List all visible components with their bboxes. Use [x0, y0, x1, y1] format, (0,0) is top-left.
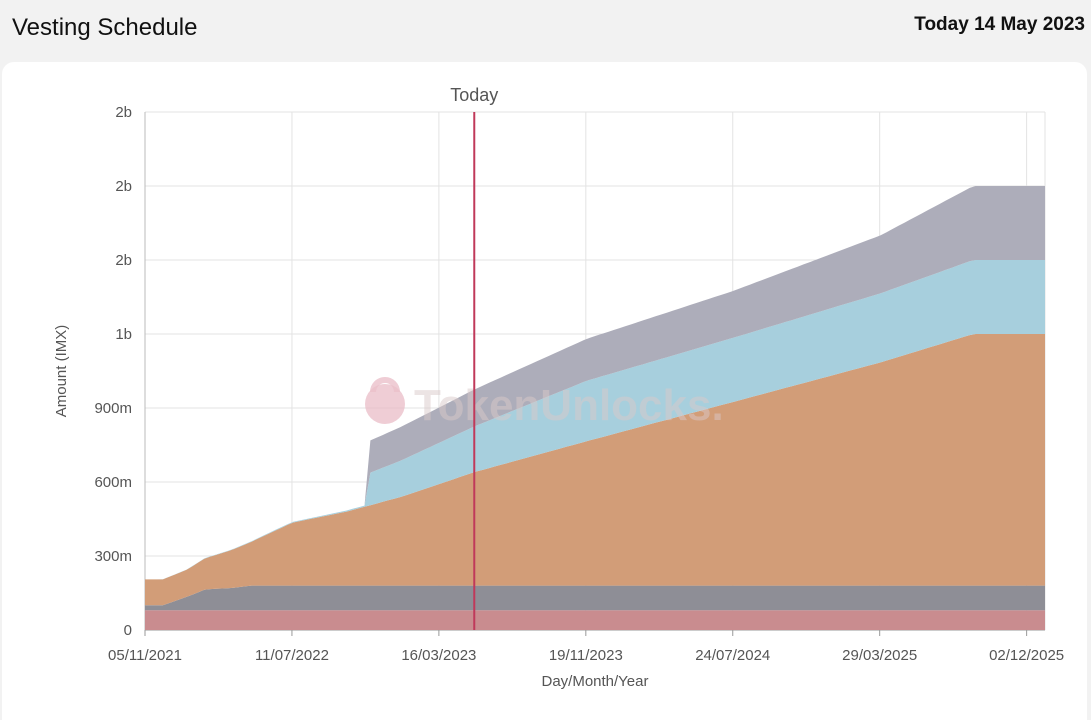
area-series-2 [145, 334, 1045, 606]
today-marker-label: Today [450, 85, 498, 105]
area-series-4 [145, 186, 1045, 580]
stacked-areas [145, 186, 1045, 630]
today-date-label: Today 14 May 2023 [914, 14, 1085, 35]
x-tick-label: 02/12/2025 [989, 647, 1064, 664]
y-tick-label: 1b [115, 326, 132, 343]
x-tick-label: 16/03/2023 [401, 647, 476, 664]
area-series-0 [145, 610, 1045, 630]
y-tick-label: 2b [115, 104, 132, 121]
area-series-1 [145, 585, 1045, 611]
area-series-3 [145, 260, 1045, 580]
y-tick-label: 2b [115, 178, 132, 195]
lock-logo-icon [365, 377, 405, 424]
watermark-text: TokenUnlocks. [414, 381, 724, 430]
watermark: TokenUnlocks. [365, 377, 724, 430]
x-tick-label: 05/11/2021 [108, 647, 182, 664]
axes: 0 300m 600m 900m 1b 2b 2b 2b 05/11/2021 11/07/202… [53, 104, 1064, 690]
x-axis-title: Day/Month/Year [541, 673, 648, 690]
today-marker: Today [450, 85, 498, 630]
vesting-chart: TokenUnlocks. Today 0 300m 600m 900m 1b 2b 2b 2… [53, 85, 1064, 690]
y-tick-label: 2b [115, 252, 132, 269]
y-tick-label: 900m [94, 400, 132, 417]
x-tick-label: 19/11/2023 [549, 647, 623, 664]
y-tick-label: 300m [94, 548, 132, 565]
x-tick-label: 29/03/2025 [842, 647, 917, 664]
x-tick-label: 11/07/2022 [255, 647, 329, 664]
y-axis-title: Amount (IMX) [53, 325, 70, 418]
chart-card: TokenUnlocks. Today 0 300m 600m 900m 1b 2b 2b 2… [2, 62, 1087, 720]
page-title: Vesting Schedule [12, 14, 198, 41]
y-tick-label: 600m [94, 474, 132, 491]
x-tick-label: 24/07/2024 [695, 647, 770, 664]
y-tick-label: 0 [124, 622, 132, 639]
